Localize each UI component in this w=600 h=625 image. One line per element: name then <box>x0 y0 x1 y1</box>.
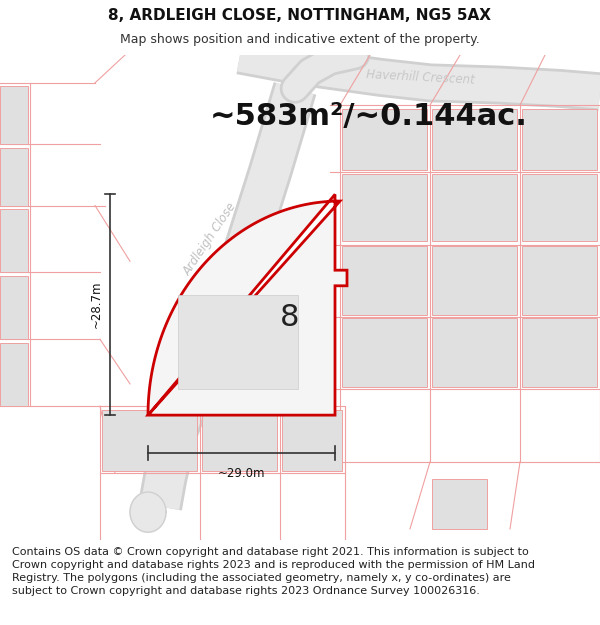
Bar <box>522 174 597 241</box>
Bar <box>178 295 298 389</box>
Bar <box>342 109 427 170</box>
Bar <box>432 246 517 315</box>
Bar <box>0 342 28 406</box>
Bar <box>0 276 28 339</box>
Bar <box>0 209 28 272</box>
Text: 8: 8 <box>280 302 300 331</box>
Text: Map shows position and indicative extent of the property.: Map shows position and indicative extent… <box>120 33 480 46</box>
Bar <box>282 409 342 471</box>
Bar <box>342 246 427 315</box>
Text: 8, ARDLEIGH CLOSE, NOTTINGHAM, NG5 5AX: 8, ARDLEIGH CLOSE, NOTTINGHAM, NG5 5AX <box>109 8 491 23</box>
Bar <box>0 148 28 206</box>
Text: ~28.7m: ~28.7m <box>89 281 103 329</box>
Bar <box>342 174 427 241</box>
Bar <box>522 246 597 315</box>
Text: Haverhill Crescent: Haverhill Crescent <box>365 68 475 87</box>
Polygon shape <box>148 194 347 415</box>
Bar <box>522 318 597 388</box>
Bar <box>432 109 517 170</box>
Polygon shape <box>130 492 166 532</box>
Text: Ardleigh Close: Ardleigh Close <box>181 200 239 278</box>
Text: ~583m²/~0.144ac.: ~583m²/~0.144ac. <box>210 102 528 131</box>
Bar <box>522 109 597 170</box>
Bar <box>342 318 427 388</box>
Bar <box>0 86 28 144</box>
Text: Contains OS data © Crown copyright and database right 2021. This information is : Contains OS data © Crown copyright and d… <box>12 547 535 596</box>
Bar <box>432 479 487 529</box>
Text: ~29.0m: ~29.0m <box>218 467 265 479</box>
Bar <box>432 318 517 388</box>
Bar <box>102 409 197 471</box>
Bar <box>202 409 277 471</box>
Bar <box>432 174 517 241</box>
